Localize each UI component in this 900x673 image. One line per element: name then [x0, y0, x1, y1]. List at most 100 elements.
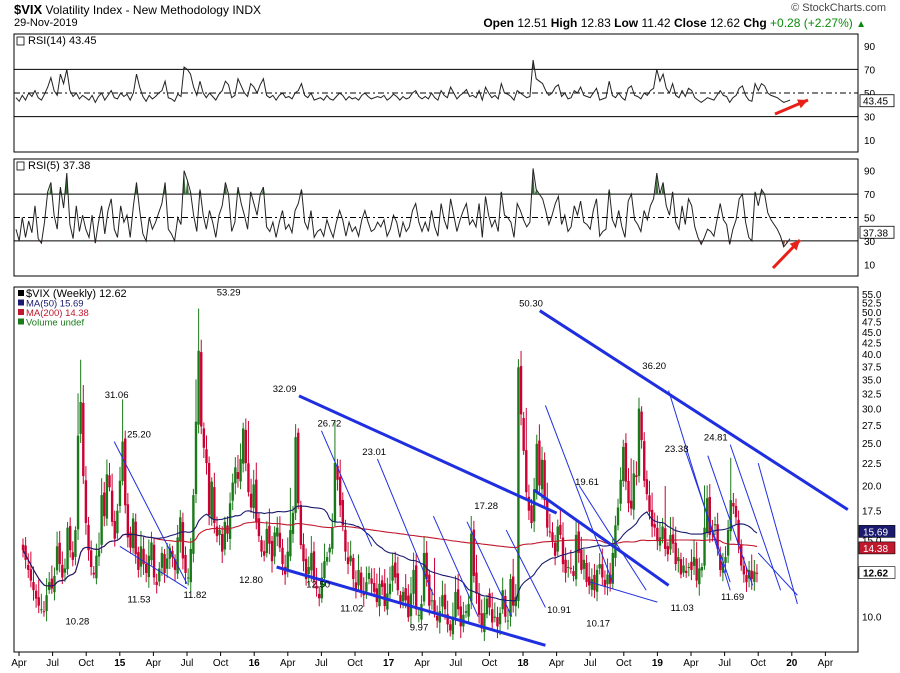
- price-candle-body: [331, 527, 334, 549]
- price-candle-body: [192, 495, 195, 554]
- open-value: 12.51: [517, 16, 548, 30]
- price-candle-body: [273, 532, 276, 557]
- price-candle-body: [320, 577, 324, 599]
- price-legend-swatch-3: [18, 318, 24, 325]
- price-candle-body: [171, 550, 174, 558]
- price-ytick-55.0: 55.0: [862, 290, 882, 301]
- price-candle-body: [504, 595, 507, 617]
- price-candle-body: [231, 482, 234, 501]
- price-candle-body: [63, 568, 67, 573]
- price-candle-body: [517, 367, 520, 602]
- price-legend-swatch-2: [18, 309, 24, 315]
- rsi5-overbought-fill: [534, 189, 538, 195]
- ma200-badge-text: 14.38: [863, 544, 888, 555]
- price-candle-body: [682, 565, 685, 573]
- trough-label-10.28: 10.28: [66, 616, 90, 627]
- price-candle-body: [532, 489, 536, 522]
- price-legend-0: $VIX (Weekly) 12.62: [26, 288, 127, 300]
- trend-line-minor-12: [707, 455, 754, 586]
- price-candle-body: [472, 529, 476, 576]
- price-candle-body: [496, 617, 499, 627]
- price-candle-body: [567, 567, 570, 569]
- peak-label-17.28: 17.28: [474, 501, 498, 512]
- price-candle-body: [661, 526, 664, 540]
- price-candle-body: [391, 565, 394, 581]
- price-candle-body: [221, 534, 224, 552]
- price-candle-body: [658, 537, 662, 546]
- price-candle-body: [470, 533, 473, 602]
- price-candle-body: [307, 567, 310, 575]
- price-candle-body: [118, 480, 122, 506]
- price-candle-body: [210, 481, 213, 519]
- rsi5-line: [15, 168, 791, 248]
- price-candle-body: [249, 493, 253, 508]
- price-candle-body: [616, 507, 620, 526]
- rsi14-value-badge: [859, 94, 895, 108]
- price-candle-body: [173, 559, 177, 570]
- trough-label-9.97: 9.97: [410, 622, 429, 633]
- price-candle-body: [485, 598, 489, 615]
- high-value: 12.83: [580, 16, 611, 30]
- price-candle-body: [506, 620, 510, 622]
- price-candle-body: [87, 524, 90, 551]
- price-ytick-20.0: 20.0: [862, 481, 882, 492]
- trough-label-11.02: 11.02: [340, 603, 363, 614]
- price-candle-body: [569, 567, 573, 569]
- price-candle-body: [491, 609, 494, 623]
- price-candle-body: [378, 583, 381, 607]
- price-candle-body: [619, 479, 622, 504]
- price-candle-body: [417, 614, 421, 616]
- trend-line-minor-0: [113, 441, 188, 584]
- price-candle-body: [538, 440, 541, 486]
- trend-line-minor-13: [729, 444, 782, 591]
- price-candle-body: [147, 555, 151, 578]
- price-candle-body: [89, 550, 93, 568]
- price-candle-body: [131, 518, 135, 549]
- price-candle-body: [241, 428, 245, 464]
- price-candle-body: [530, 505, 533, 523]
- price-candle-body: [713, 524, 717, 526]
- price-candle-body: [690, 561, 693, 570]
- price-candle-body: [716, 524, 719, 549]
- price-candle-body: [755, 572, 759, 574]
- price-candle-body: [608, 574, 612, 584]
- price-candle-body: [606, 574, 609, 585]
- price-candle-body: [394, 562, 397, 578]
- trough-label-11.82: 11.82: [183, 590, 206, 601]
- open-label: Open: [483, 16, 514, 30]
- price-candle-body: [370, 578, 373, 584]
- price-candle-body: [622, 446, 625, 481]
- price-candle-body: [346, 557, 350, 565]
- price-ytick-22.5: 22.5: [862, 459, 882, 470]
- price-candle-body: [692, 557, 696, 566]
- price-candle-body: [21, 544, 25, 551]
- price-candle-body: [611, 552, 614, 584]
- price-candle-body: [414, 565, 418, 610]
- price-candle-body: [483, 612, 486, 633]
- rsi14-ytick-70: 70: [864, 65, 876, 76]
- price-candle-body: [525, 450, 528, 493]
- price-candle-body: [134, 521, 137, 555]
- up-arrow-icon: ▲: [856, 19, 866, 30]
- price-candle-body: [603, 579, 607, 587]
- price-candle-body: [247, 463, 250, 493]
- ma50-badge-box: [858, 525, 896, 538]
- price-candle-body: [186, 577, 190, 579]
- x-label-19: 19: [652, 658, 664, 669]
- price-ytick-25.0: 25.0: [862, 439, 882, 450]
- price-candle-body: [304, 558, 308, 580]
- price-candle-body: [76, 435, 80, 530]
- price-candle-body: [585, 562, 588, 583]
- price-candle-body: [456, 589, 460, 610]
- price-candle-body: [380, 580, 384, 587]
- price-candle-body: [737, 519, 740, 546]
- exchange-name: INDX: [232, 3, 261, 17]
- price-candle-body: [71, 552, 75, 560]
- price-candle-body: [268, 525, 271, 544]
- price-candle-body: [480, 613, 483, 629]
- price-candle-body: [548, 531, 552, 533]
- peak-label-32.09: 32.09: [273, 384, 297, 395]
- price-candle-body: [92, 572, 95, 575]
- price-candle-body: [323, 561, 326, 578]
- trend-line-minor-3: [376, 458, 434, 596]
